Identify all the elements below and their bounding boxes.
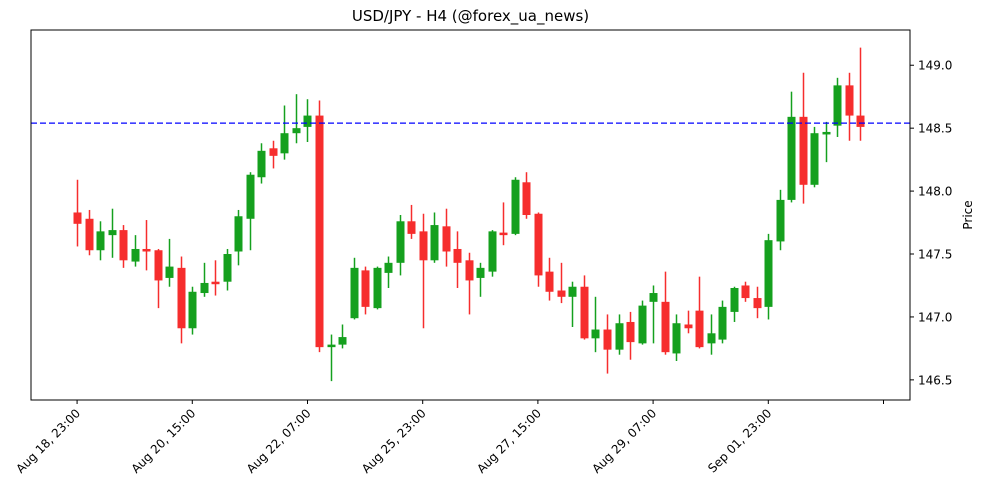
candle-body bbox=[361, 270, 370, 307]
candle-body bbox=[85, 218, 94, 251]
y-tick-label: 147.5 bbox=[918, 248, 952, 262]
candle-body bbox=[799, 116, 808, 185]
candle-body bbox=[499, 232, 508, 236]
candle-body bbox=[303, 115, 312, 127]
candle-body bbox=[730, 287, 739, 312]
candle-body bbox=[188, 291, 197, 329]
candle-body bbox=[568, 286, 577, 297]
candle-body bbox=[695, 310, 704, 348]
candle-body bbox=[327, 344, 336, 348]
candle-body bbox=[315, 115, 324, 348]
candle-body bbox=[465, 260, 474, 281]
candle-body bbox=[108, 230, 117, 236]
candle-body bbox=[545, 271, 554, 292]
candle-body bbox=[96, 231, 105, 251]
x-tick-label: Aug 20, 15:00 bbox=[129, 406, 199, 476]
candle-body bbox=[557, 290, 566, 297]
candle-body bbox=[833, 85, 842, 126]
candle-body bbox=[707, 333, 716, 344]
candle-body bbox=[257, 150, 266, 178]
y-tick-label: 147.0 bbox=[918, 310, 952, 324]
candle-body bbox=[246, 174, 255, 219]
candle-body bbox=[787, 116, 796, 200]
candle-body bbox=[764, 240, 773, 307]
candle-body bbox=[154, 250, 163, 281]
candle-body bbox=[177, 267, 186, 329]
candle-body bbox=[292, 128, 301, 134]
candle-body bbox=[211, 281, 220, 285]
candle-body bbox=[280, 133, 289, 154]
candle-body bbox=[638, 305, 647, 344]
candle-body bbox=[603, 329, 612, 350]
candle-body bbox=[649, 293, 658, 302]
candle-body bbox=[615, 323, 624, 350]
candle-body bbox=[845, 85, 854, 116]
candle-body bbox=[591, 329, 600, 339]
candle-body bbox=[338, 337, 347, 345]
x-tick-label: Aug 29, 07:00 bbox=[589, 406, 659, 476]
candle-body bbox=[580, 286, 589, 339]
x-tick-label: Aug 22, 07:00 bbox=[244, 406, 314, 476]
candle-body bbox=[350, 267, 359, 319]
candle-body bbox=[810, 133, 819, 185]
y-tick-label: 148.5 bbox=[918, 122, 952, 136]
plot-border bbox=[30, 29, 911, 401]
y-tick-label: 148.0 bbox=[918, 185, 952, 199]
candle-body bbox=[684, 324, 693, 329]
candle-body bbox=[234, 216, 243, 252]
candle-body bbox=[488, 231, 497, 272]
candle-body bbox=[822, 131, 831, 135]
candle-body bbox=[384, 262, 393, 273]
candle-body bbox=[511, 179, 520, 234]
candle-body bbox=[223, 254, 232, 282]
candle-body bbox=[522, 182, 531, 215]
candle-body bbox=[73, 212, 82, 224]
candle-body bbox=[776, 199, 785, 242]
x-tick-label: Aug 27, 15:00 bbox=[474, 406, 544, 476]
candle-body bbox=[718, 306, 727, 340]
candle-body bbox=[419, 231, 428, 261]
candle-body bbox=[753, 298, 762, 309]
candle-body bbox=[396, 221, 405, 263]
x-tick-label: Aug 25, 23:00 bbox=[359, 406, 429, 476]
candle-body bbox=[430, 225, 439, 261]
candle-body bbox=[407, 221, 416, 234]
candle-body bbox=[476, 267, 485, 278]
candle-body bbox=[142, 248, 151, 252]
candle-body bbox=[534, 213, 543, 276]
y-tick-label: 149.0 bbox=[918, 59, 952, 73]
chart-title: USD/JPY - H4 (@forex_ua_news) bbox=[351, 7, 590, 25]
x-tick-label: Aug 18, 23:00 bbox=[13, 406, 83, 476]
candle-body bbox=[741, 285, 750, 299]
candle-body bbox=[373, 267, 382, 309]
y-axis-title: Price bbox=[961, 200, 975, 230]
candle-body bbox=[672, 323, 681, 354]
candle-body bbox=[442, 226, 451, 252]
candle-body bbox=[165, 266, 174, 278]
candle-body bbox=[119, 230, 128, 261]
x-tick-label: Sep 01, 23:00 bbox=[705, 406, 774, 475]
candle-body bbox=[856, 115, 865, 127]
candle-body bbox=[453, 248, 462, 263]
candle-body bbox=[626, 321, 635, 343]
candle-body bbox=[131, 248, 140, 262]
candle-body bbox=[200, 282, 209, 294]
y-tick-label: 146.5 bbox=[918, 373, 952, 387]
candle-body bbox=[269, 148, 278, 156]
candle-body bbox=[661, 301, 670, 353]
